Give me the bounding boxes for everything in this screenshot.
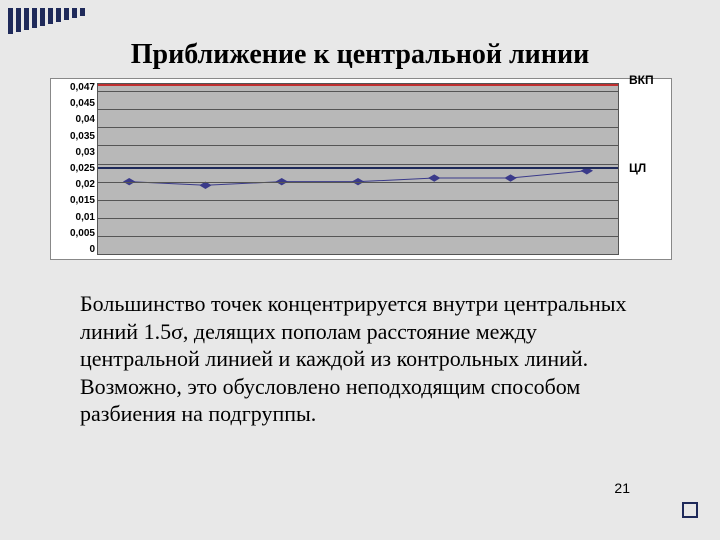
right-labels: ВКПЦЛ xyxy=(623,79,671,259)
control-line-vkp xyxy=(98,84,618,86)
corner-square-icon xyxy=(682,502,698,518)
control-label-cl: ЦЛ xyxy=(629,161,646,175)
slide-title: Приближение к центральной линии xyxy=(0,39,720,71)
corner-decoration xyxy=(8,8,85,34)
control-label-vkp: ВКП xyxy=(629,73,654,87)
chart-container: 0,0470,0450,040,0350,030,0250,020,0150,0… xyxy=(50,78,672,260)
body-text: Большинство точек концентрируется внутри… xyxy=(80,290,660,428)
plot-area xyxy=(97,83,619,255)
page-number: 21 xyxy=(614,480,630,496)
y-axis-labels: 0,0470,0450,040,0350,030,0250,020,0150,0… xyxy=(51,79,97,259)
control-line-cl xyxy=(98,167,618,169)
